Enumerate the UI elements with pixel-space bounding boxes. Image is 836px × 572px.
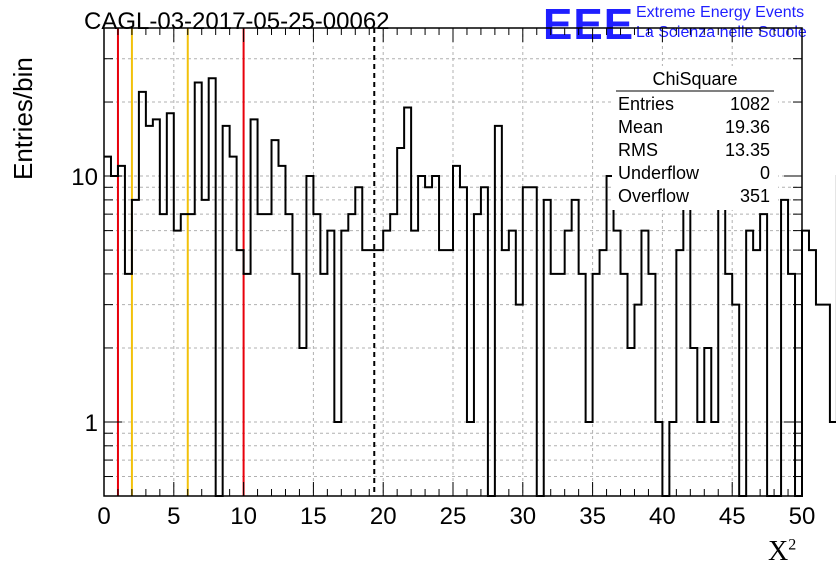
y-tick-label: 10 bbox=[71, 164, 98, 191]
stats-value: 351 bbox=[740, 186, 770, 206]
stats-box bbox=[612, 66, 778, 210]
stats-value: 19.36 bbox=[725, 117, 770, 137]
x-tick-label: 15 bbox=[300, 503, 327, 530]
stats-value: 0 bbox=[760, 163, 770, 183]
stats-value: 1082 bbox=[730, 94, 770, 114]
x-axis-label-symbol: X bbox=[768, 536, 789, 567]
x-tick-label: 20 bbox=[370, 503, 397, 530]
chart-title: CAGL-03-2017-05-25-00062 bbox=[84, 8, 390, 35]
stats-label: Overflow bbox=[618, 186, 690, 206]
stats-label: RMS bbox=[618, 140, 658, 160]
stats-label: Underflow bbox=[618, 163, 700, 183]
x-axis-label-superscript: 2 bbox=[788, 536, 797, 554]
y-tick-label: 1 bbox=[85, 410, 98, 437]
logo-line-1: Extreme Energy Events bbox=[636, 4, 805, 21]
x-axis-label: X2 bbox=[768, 536, 796, 568]
x-tick-label: 30 bbox=[509, 503, 536, 530]
x-tick-label: 35 bbox=[579, 503, 606, 530]
x-tick-label: 25 bbox=[440, 503, 467, 530]
eee-logo: EEE bbox=[543, 0, 635, 49]
stats-header: ChiSquare bbox=[652, 69, 737, 89]
x-tick-label: 50 bbox=[789, 503, 816, 530]
x-tick-label: 40 bbox=[649, 503, 676, 530]
stats-label: Mean bbox=[618, 117, 663, 137]
x-tick-label: 0 bbox=[97, 503, 110, 530]
x-tick-label: 45 bbox=[719, 503, 746, 530]
stats-value: 13.35 bbox=[725, 140, 770, 160]
x-tick-label: 5 bbox=[167, 503, 180, 530]
x-tick-label: 10 bbox=[230, 503, 257, 530]
stats-label: Entries bbox=[618, 94, 674, 114]
